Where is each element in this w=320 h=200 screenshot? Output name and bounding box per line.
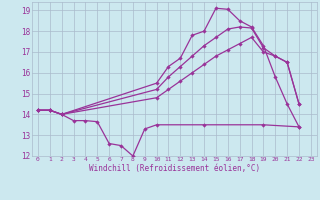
X-axis label: Windchill (Refroidissement éolien,°C): Windchill (Refroidissement éolien,°C) — [89, 164, 260, 173]
